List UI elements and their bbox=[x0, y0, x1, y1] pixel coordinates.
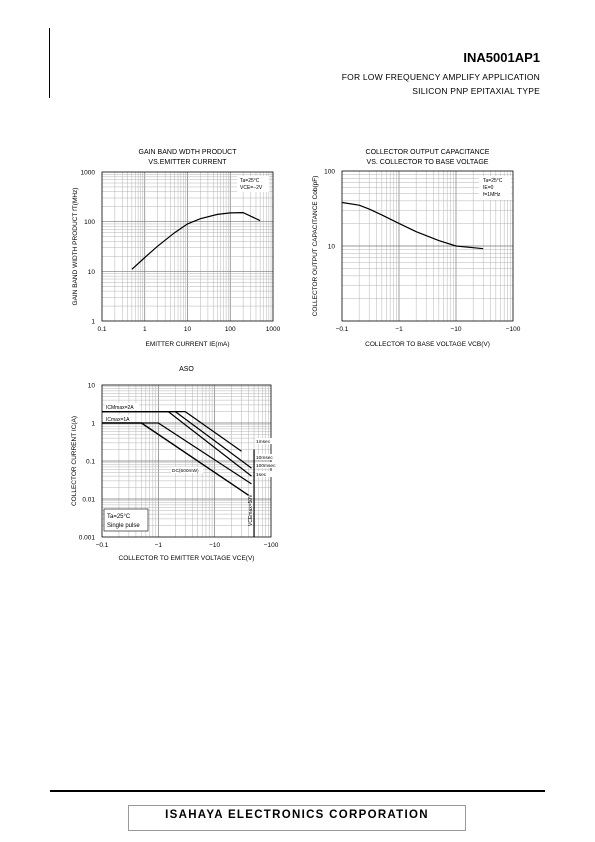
series-label-backdrop bbox=[255, 471, 272, 477]
company-name: ISAHAYA ELECTRONICS CORPORATION bbox=[165, 809, 429, 821]
footer-box bbox=[128, 805, 466, 831]
annotation-backdrop bbox=[479, 176, 511, 200]
x-axis-label: COLLECTOR TO BASE VOLTAGE VCB(V) bbox=[365, 341, 490, 348]
y-tick-label: 10 bbox=[88, 383, 96, 390]
x-tick-label: 0.1 bbox=[97, 326, 106, 333]
y-tick-label: 0.001 bbox=[79, 535, 96, 542]
y-axis-label: COLLECTOR OUTPUT CAPACITANCE Cob(pF) bbox=[312, 176, 319, 317]
plot-frame bbox=[101, 384, 272, 538]
x-tick-label: 1000 bbox=[266, 326, 281, 333]
x-axis-label: EMITTER CURRENT IE(mA) bbox=[145, 341, 229, 348]
annotation-text: IE=0 bbox=[483, 185, 494, 191]
x-tick-label: −1 bbox=[155, 542, 163, 549]
y-tick-label: 10 bbox=[328, 244, 336, 251]
annotation-text: Ta=25°C bbox=[240, 178, 260, 184]
series-label-backdrop bbox=[255, 462, 272, 468]
header-rule bbox=[49, 28, 50, 98]
y-tick-label: 1 bbox=[91, 319, 95, 326]
chart-title-line: VS.EMITTER CURRENT bbox=[148, 159, 227, 166]
x-tick-label: −10 bbox=[209, 542, 220, 549]
y-tick-label: 1000 bbox=[81, 170, 96, 177]
y-tick-label: 0.1 bbox=[86, 459, 95, 466]
annotation-text: Single pulse bbox=[107, 523, 140, 529]
x-tick-label: −0.1 bbox=[96, 542, 109, 549]
ic-max-label: ICmax=1A bbox=[106, 417, 130, 423]
annotation-text: f=1MHz bbox=[483, 192, 501, 198]
aso-limit-curve bbox=[102, 422, 249, 496]
series-label-backdrop bbox=[255, 454, 272, 460]
y-axis-label: GAIN BAND WIDTH PRODUCT fT(MHz) bbox=[72, 188, 79, 306]
application-text: FOR LOW FREQUENCY AMPLIFY APPLICATION bbox=[341, 72, 540, 82]
x-tick-label: −1 bbox=[395, 326, 403, 333]
ft-curve bbox=[131, 211, 261, 270]
vce-max-label: VCEmax=50V bbox=[248, 494, 254, 526]
series-label-backdrop bbox=[255, 438, 272, 444]
x-tick-label: 10 bbox=[184, 326, 192, 333]
series-label: 1sec bbox=[256, 472, 267, 478]
x-tick-label: −100 bbox=[506, 326, 521, 333]
label-backdrop bbox=[105, 403, 139, 410]
plot-frame bbox=[101, 171, 274, 322]
series-label-backdrop bbox=[171, 467, 203, 473]
plot-frame bbox=[341, 170, 514, 322]
annotation-text: VCE=−2V bbox=[240, 185, 263, 191]
chart-title-line: COLLECTOR OUTPUT CAPACITANCE bbox=[366, 149, 490, 156]
chart-title: ASO bbox=[179, 366, 194, 373]
icm-max-label: ICMmax=2A bbox=[106, 405, 134, 411]
aso-limit-curve bbox=[102, 411, 252, 477]
chart-title-line: GAIN BAND WDTH PRODUCT bbox=[139, 149, 238, 156]
label-backdrop bbox=[105, 415, 135, 422]
x-tick-label: −100 bbox=[264, 542, 279, 549]
cob-curve bbox=[341, 201, 484, 250]
y-tick-label: 100 bbox=[324, 169, 335, 176]
x-tick-label: 100 bbox=[225, 326, 236, 333]
y-tick-label: 10 bbox=[88, 269, 96, 276]
series-label: 1msec bbox=[256, 439, 271, 445]
annotation-text: Ta=25°C bbox=[483, 178, 503, 184]
y-axis-label: COLLECTOR CURRENT IC(A) bbox=[71, 416, 78, 506]
chart-title-line: VS. COLLECTOR TO BASE VOLTAGE bbox=[367, 159, 489, 166]
x-tick-label: 1 bbox=[143, 326, 147, 333]
series-label: 10msec bbox=[256, 455, 273, 461]
device-type-text: SILICON PNP EPITAXIAL TYPE bbox=[412, 86, 540, 96]
part-number: INA5001AP1 bbox=[463, 50, 540, 65]
series-label: 100msec bbox=[256, 463, 276, 469]
x-tick-label: −0.1 bbox=[336, 326, 349, 333]
annotation-backdrop bbox=[237, 176, 269, 192]
y-tick-label: 0.01 bbox=[82, 497, 95, 504]
aso-limit-curve bbox=[102, 422, 252, 485]
x-tick-label: −10 bbox=[450, 326, 461, 333]
y-tick-label: 100 bbox=[84, 219, 95, 226]
x-axis-label: COLLECTOR TO EMITTER VOLTAGE VCE(V) bbox=[119, 555, 255, 562]
y-tick-label: 1 bbox=[91, 421, 95, 428]
annotation-text: Ta=25°C bbox=[107, 514, 131, 520]
condition-box bbox=[103, 508, 149, 532]
footer-rule bbox=[50, 790, 545, 792]
series-label: DC(500mW) bbox=[172, 468, 199, 474]
